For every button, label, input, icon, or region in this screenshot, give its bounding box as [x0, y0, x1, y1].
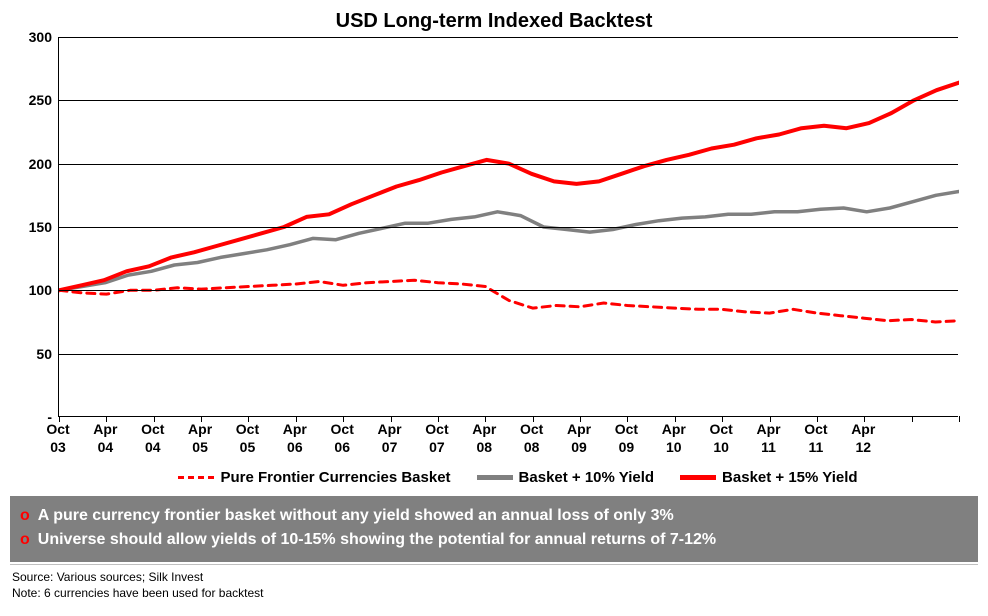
- x-tick-label: Apr07: [378, 421, 402, 456]
- legend-label: Basket + 15% Yield: [722, 469, 858, 486]
- gridline: [59, 37, 958, 38]
- gridline: [59, 164, 958, 165]
- legend-swatch: [477, 475, 513, 480]
- legend-item: Basket + 10% Yield: [477, 469, 655, 486]
- x-tick-label: Oct08: [520, 421, 543, 456]
- y-tick-label: 50: [36, 346, 52, 362]
- chart-title: USD Long-term Indexed Backtest: [10, 10, 978, 33]
- legend-item: Basket + 15% Yield: [680, 469, 858, 486]
- y-tick-label: 300: [29, 29, 52, 45]
- x-tick-label: Oct11: [804, 421, 827, 456]
- plot-row: -50100150200250300: [10, 37, 978, 417]
- x-tick-label: Oct06: [331, 421, 354, 456]
- series-line: [59, 83, 959, 291]
- bullet-row: o Universe should allow yields of 10-15% …: [20, 528, 968, 552]
- legend-label: Pure Frontier Currencies Basket: [220, 469, 450, 486]
- x-tick-label: Apr04: [93, 421, 117, 456]
- gridline: [59, 100, 958, 101]
- x-tick: [959, 416, 960, 422]
- bullet-text: Universe should allow yields of 10-15% s…: [38, 528, 716, 552]
- x-axis: Oct03Apr04Oct04Apr05Oct05Apr06Oct06Apr07…: [58, 417, 958, 461]
- series-line: [59, 192, 959, 291]
- x-tick-label: Oct03: [46, 421, 69, 456]
- x-tick-label: Apr10: [662, 421, 686, 456]
- x-tick-label: Apr11: [756, 421, 780, 456]
- bullet-marker: o: [20, 528, 30, 552]
- x-tick-label: Apr06: [283, 421, 307, 456]
- bullet-text: A pure currency frontier basket without …: [38, 504, 674, 528]
- footnote-line: Note: 6 currencies have been used for ba…: [12, 585, 978, 601]
- x-tick-label: Apr08: [472, 421, 496, 456]
- y-axis: -50100150200250300: [10, 37, 58, 417]
- plot-area: [58, 37, 958, 417]
- bullet-marker: o: [20, 504, 30, 528]
- commentary-box: o A pure currency frontier basket without…: [10, 496, 978, 562]
- x-tick-label: Oct04: [141, 421, 164, 456]
- x-tick-label: Oct07: [425, 421, 448, 456]
- x-tick-label: Oct09: [615, 421, 638, 456]
- y-tick-label: 100: [29, 282, 52, 298]
- x-tick-label: Oct10: [709, 421, 732, 456]
- series-line: [59, 280, 959, 322]
- x-tick-label: Apr09: [567, 421, 591, 456]
- legend: Pure Frontier Currencies Basket Basket + …: [58, 461, 978, 496]
- gridline: [59, 354, 958, 355]
- bullet-row: o A pure currency frontier basket without…: [20, 504, 968, 528]
- chart-container: USD Long-term Indexed Backtest -50100150…: [10, 10, 978, 601]
- legend-swatch: [680, 475, 716, 480]
- legend-label: Basket + 10% Yield: [519, 469, 655, 486]
- x-tick-label: Apr12: [851, 421, 875, 456]
- y-tick-label: 250: [29, 92, 52, 108]
- y-tick-label: 200: [29, 156, 52, 172]
- legend-item: Pure Frontier Currencies Basket: [178, 469, 450, 486]
- footnotes: Source: Various sources; Silk InvestNote…: [10, 564, 978, 601]
- x-tick-label: Apr05: [188, 421, 212, 456]
- legend-swatch: [178, 476, 214, 479]
- gridline: [59, 290, 958, 291]
- gridline: [59, 227, 958, 228]
- y-tick-label: 150: [29, 219, 52, 235]
- x-tick-label: Oct05: [236, 421, 259, 456]
- footnote-line: Source: Various sources; Silk Invest: [12, 569, 978, 585]
